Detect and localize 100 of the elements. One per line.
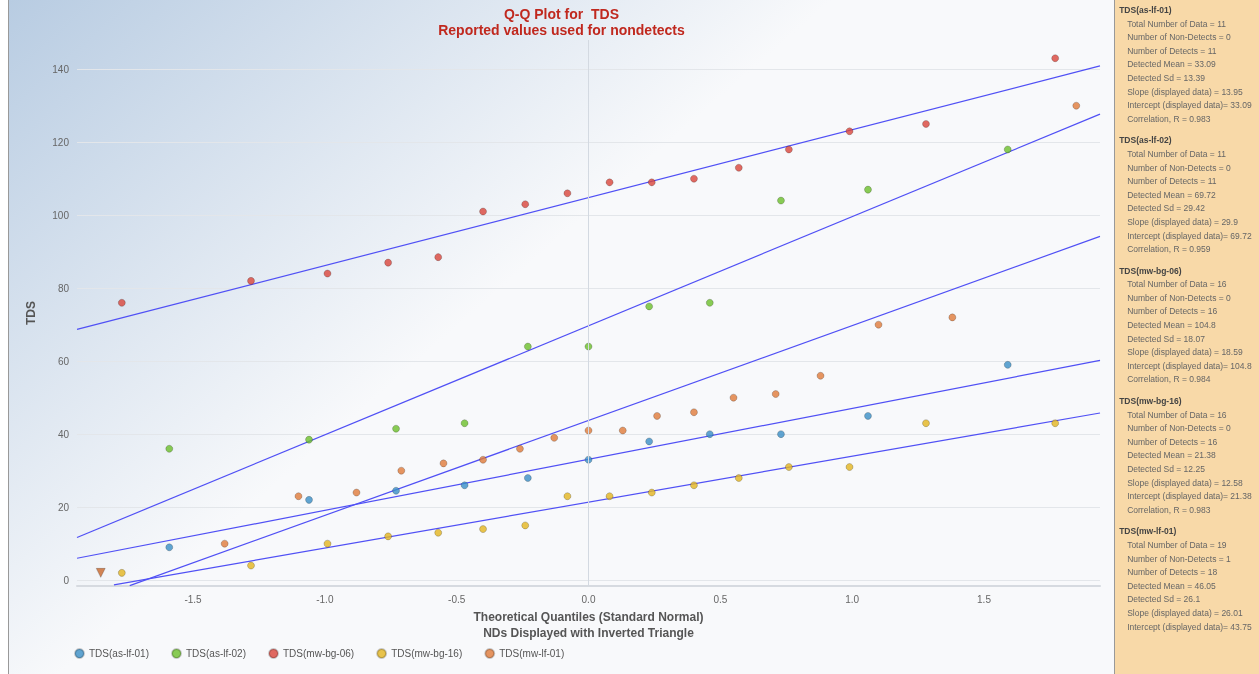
text: Slope (displayed data) = 12.58 <box>1126 476 1244 490</box>
point <box>705 430 714 439</box>
text: Number of Non-Detects = 0 <box>1126 161 1232 175</box>
text: Intercept (displayed data)= 43.75 <box>1126 620 1253 634</box>
point <box>323 539 332 548</box>
point <box>645 302 654 311</box>
point <box>220 539 229 548</box>
point <box>523 342 532 351</box>
point <box>784 145 793 154</box>
point <box>921 119 930 128</box>
point <box>845 127 854 136</box>
point <box>563 492 572 501</box>
point <box>729 393 738 402</box>
text: Detected Sd = 18.07 <box>1126 332 1206 346</box>
point <box>95 567 106 578</box>
point <box>705 298 714 307</box>
text: TDS(mw-bg-16) <box>1119 395 1183 409</box>
text: Number of Non-Detects = 0 <box>1126 291 1232 305</box>
text: Number of Non-Detects = 0 <box>1126 31 1232 45</box>
point <box>605 492 614 501</box>
point <box>689 481 698 490</box>
text: Number of Detects = 11 <box>1126 175 1218 189</box>
text: Slope (displayed data) = 26.01 <box>1126 606 1244 620</box>
point <box>117 568 126 577</box>
point <box>734 163 743 172</box>
text: Detected Mean = 33.09 <box>1126 58 1217 72</box>
text: Slope (displayed data) = 29.9 <box>1126 215 1239 229</box>
point <box>863 185 872 194</box>
legend-label: TDS(as-lf-01) <box>89 648 150 659</box>
text: Intercept (displayed data)= 69.72 <box>1126 229 1253 243</box>
x-axis-title: Theoretical Quantiles (Standard Normal) NDs Displayed with Inverted Triangle <box>473 609 704 640</box>
point <box>384 258 393 267</box>
text: Intercept (displayed data)= 104.8 <box>1126 359 1253 373</box>
point <box>689 408 698 417</box>
point <box>563 189 572 198</box>
text: Intercept (displayed data)= 21.38 <box>1126 490 1253 504</box>
point <box>352 488 361 497</box>
text: TDS(mw-lf-01) <box>1119 525 1178 539</box>
y-tick-label: 120 <box>52 136 70 148</box>
point <box>921 419 930 428</box>
text: Total Number of Data = 16 <box>1126 278 1228 292</box>
legend-label: TDS(mw-bg-16) <box>391 648 463 659</box>
point <box>515 444 524 453</box>
text: Number of Detects = 11 <box>1126 44 1218 58</box>
text: TDS(as-lf-02) <box>1119 134 1173 148</box>
text: Detected Mean = 104.8 <box>1126 319 1217 333</box>
point <box>165 444 174 453</box>
point <box>323 269 332 278</box>
point <box>392 486 401 495</box>
point <box>247 276 256 285</box>
point <box>479 207 488 216</box>
text: TDS(as-lf-01) <box>1119 4 1173 17</box>
point <box>647 488 656 497</box>
point <box>521 521 530 530</box>
point <box>863 411 872 420</box>
point <box>948 313 957 322</box>
text: Detected Sd = 29.42 <box>1126 202 1206 216</box>
point <box>771 390 780 399</box>
text: Detected Mean = 46.05 <box>1126 579 1217 593</box>
y-tick-label: 100 <box>52 209 70 221</box>
x-tick-label: 1.0 <box>845 593 860 605</box>
point <box>1051 419 1060 428</box>
legend-label: TDS(mw-bg-06) <box>283 648 355 659</box>
point <box>689 174 698 183</box>
point <box>645 437 654 446</box>
point <box>1051 54 1060 63</box>
y-tick-label: 80 <box>57 282 70 294</box>
point <box>384 532 393 541</box>
point <box>734 473 743 482</box>
point <box>460 481 469 490</box>
text: Detected Mean = 69.72 <box>1126 188 1217 202</box>
point <box>1003 145 1012 154</box>
point <box>605 178 614 187</box>
text: Slope (displayed data) = 13.95 <box>1126 85 1244 99</box>
text: Detected Mean = 21.38 <box>1126 449 1217 463</box>
y-tick-label: 0 <box>63 574 70 586</box>
x-tick-label: 1.5 <box>977 593 992 605</box>
point <box>776 430 785 439</box>
legend-label: TDS(as-lf-02) <box>186 648 247 659</box>
text: Total Number of Data = 16 <box>1126 408 1228 422</box>
text: Number of Non-Detects = 1 <box>1126 552 1232 566</box>
chart-title: Q-Q Plot for TDS <box>503 6 620 22</box>
text: TDS(mw-bg-06) <box>1119 264 1183 278</box>
point <box>439 459 448 468</box>
y-tick-label: 40 <box>57 428 70 440</box>
point <box>874 320 883 329</box>
x-tick-label: 0.5 <box>713 593 728 605</box>
point <box>521 200 530 209</box>
point <box>294 492 303 501</box>
point <box>305 435 314 444</box>
chart-subtitle: Reported values used for nondetects <box>438 22 686 38</box>
point <box>845 463 854 472</box>
text: Number of Non-Detects = 0 <box>1126 422 1232 436</box>
point <box>434 253 443 262</box>
point <box>460 419 469 428</box>
x-tick-label: -0.5 <box>448 593 466 605</box>
point <box>784 463 793 472</box>
point <box>550 433 559 442</box>
point <box>523 473 532 482</box>
y-tick-label: 60 <box>57 355 70 367</box>
